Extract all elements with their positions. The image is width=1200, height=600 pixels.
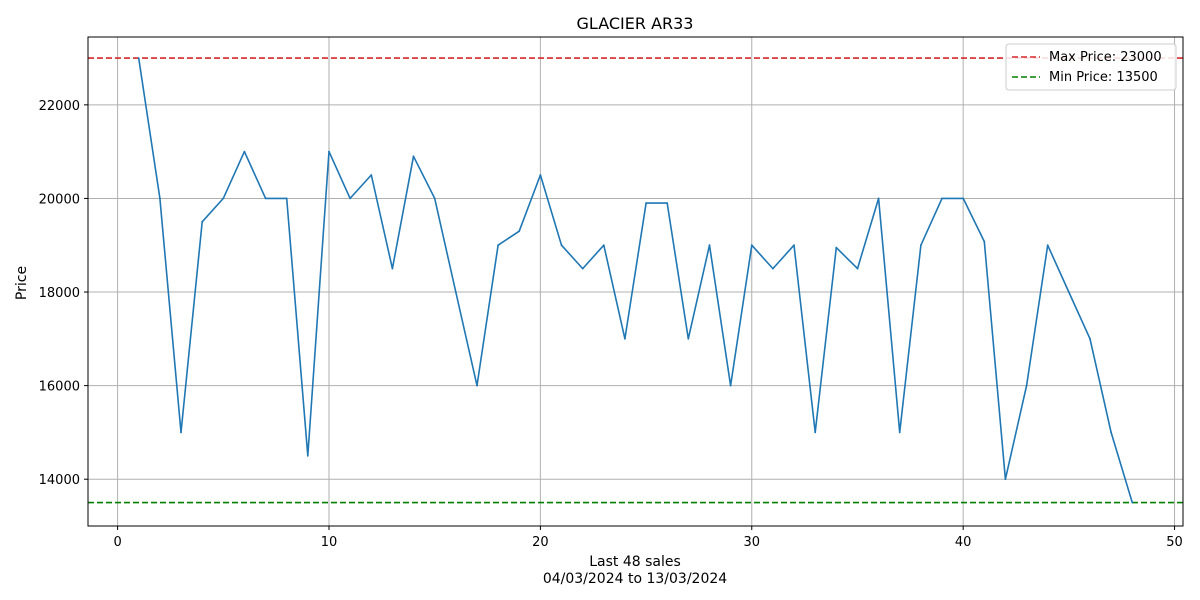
- legend: Max Price: 23000 Min Price: 13500: [1005, 43, 1177, 91]
- price-point: [729, 384, 732, 387]
- plot-frame: [87, 36, 1184, 527]
- price-point: [750, 244, 753, 247]
- x-tick-label: 40: [955, 535, 972, 550]
- price-point: [941, 197, 943, 200]
- price-series-line: [137, 57, 1134, 503]
- price-point: [306, 454, 309, 457]
- price-point: [201, 220, 204, 223]
- price-point: [180, 431, 182, 434]
- y-tick-label: 14000: [39, 473, 80, 488]
- price-point: [624, 337, 626, 340]
- price-point: [602, 244, 605, 247]
- price-point: [687, 337, 690, 340]
- legend-label-min: Min Price: 13500: [1049, 70, 1158, 85]
- x-tick-label: 10: [321, 535, 338, 550]
- series-lines: [137, 57, 1134, 504]
- price-point: [137, 57, 140, 59]
- y-axis-title: Price: [14, 266, 30, 300]
- price-point: [433, 197, 436, 200]
- price-point: [772, 267, 774, 270]
- chart-title: GLACIER AR33: [577, 14, 694, 33]
- price-point: [1046, 244, 1049, 247]
- price-point: [391, 267, 394, 270]
- price-point: [497, 244, 499, 247]
- reference-lines: [88, 57, 1183, 504]
- x-tick-label: 0: [113, 535, 121, 550]
- price-point: [476, 384, 478, 387]
- grid: [88, 37, 1183, 526]
- x-tick-label: 20: [532, 535, 549, 550]
- price-point: [539, 174, 542, 176]
- price-point: [1004, 478, 1007, 481]
- x-tick-label: 30: [743, 535, 760, 550]
- price-point: [222, 197, 225, 200]
- price-point: [1025, 384, 1028, 387]
- price-point: [708, 244, 711, 247]
- price-point: [412, 155, 415, 158]
- y-tick-label: 20000: [39, 192, 80, 207]
- price-point: [877, 197, 880, 200]
- price-point: [454, 291, 457, 293]
- price-point: [920, 244, 922, 247]
- price-point: [349, 197, 351, 200]
- y-tick-label: 16000: [39, 380, 80, 395]
- legend-label-max: Max Price: 23000: [1049, 50, 1162, 65]
- price-point: [962, 197, 965, 200]
- y-axis-ticks: 14000 16000 18000 20000 22000: [39, 99, 88, 488]
- price-point: [159, 197, 161, 200]
- price-point: [1067, 291, 1070, 293]
- x-axis-subtitle: 04/03/2024 to 13/03/2024: [543, 571, 727, 587]
- price-point: [983, 240, 986, 243]
- price-point: [370, 174, 373, 176]
- x-axis-ticks: 0 10 20 30 40 50: [113, 526, 1183, 550]
- price-point: [264, 197, 267, 200]
- x-axis-title: Last 48 sales: [589, 554, 681, 570]
- price-point: [560, 244, 563, 247]
- x-tick-label: 50: [1166, 535, 1183, 550]
- price-point: [898, 431, 901, 434]
- price-point: [1110, 431, 1112, 434]
- price-point: [328, 150, 330, 153]
- price-point: [835, 246, 838, 249]
- price-point: [856, 267, 859, 270]
- y-tick-label: 18000: [39, 286, 80, 301]
- price-point: [645, 202, 647, 205]
- legend-box: [1005, 43, 1177, 91]
- price-point: [518, 230, 521, 233]
- price-point: [1131, 501, 1134, 504]
- y-tick-label: 22000: [39, 99, 80, 114]
- price-point: [243, 150, 246, 153]
- price-point: [285, 197, 288, 200]
- price-point: [814, 431, 817, 434]
- price-point: [1089, 337, 1091, 340]
- price-point: [581, 267, 584, 270]
- price-point: [793, 244, 795, 247]
- price-point: [666, 202, 669, 205]
